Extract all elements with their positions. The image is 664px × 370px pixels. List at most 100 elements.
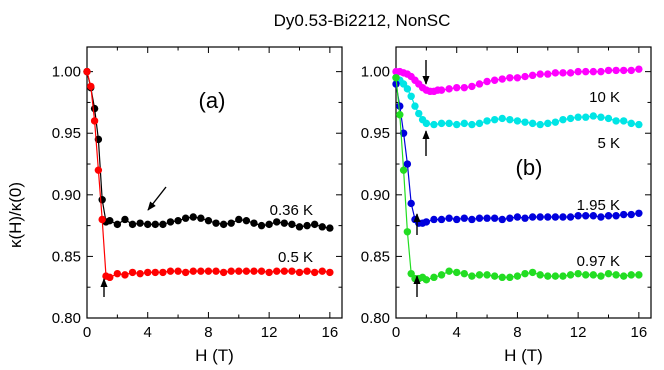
data-point bbox=[521, 118, 528, 125]
data-point bbox=[461, 84, 468, 91]
data-point bbox=[407, 200, 414, 207]
data-point bbox=[635, 271, 642, 278]
data-point bbox=[491, 215, 498, 222]
data-point bbox=[235, 216, 242, 223]
data-point bbox=[567, 271, 574, 278]
data-point bbox=[590, 112, 597, 119]
data-point bbox=[445, 215, 452, 222]
data-point bbox=[404, 160, 411, 167]
data-point bbox=[205, 217, 212, 224]
x-axis-title: H (T) bbox=[195, 346, 234, 365]
data-point bbox=[159, 221, 166, 228]
data-point bbox=[250, 219, 257, 226]
data-point bbox=[265, 269, 272, 276]
data-point bbox=[491, 77, 498, 84]
data-point bbox=[514, 213, 521, 220]
data-point bbox=[430, 121, 437, 128]
y-tick-label: 0.95 bbox=[52, 125, 81, 142]
data-point bbox=[114, 221, 121, 228]
data-point bbox=[536, 213, 543, 220]
data-point bbox=[499, 274, 506, 281]
annotation-arrow bbox=[148, 187, 166, 210]
series-label: 0.36 K bbox=[270, 202, 313, 219]
data-point bbox=[476, 80, 483, 87]
data-point bbox=[567, 213, 574, 220]
data-point bbox=[628, 211, 635, 218]
series-label: 0.5 K bbox=[278, 249, 313, 266]
data-point bbox=[144, 221, 151, 228]
series-label: 10 K bbox=[589, 89, 620, 106]
data-point bbox=[529, 120, 536, 127]
data-point bbox=[392, 74, 399, 81]
data-point bbox=[597, 213, 604, 220]
data-point bbox=[182, 269, 189, 276]
data-point bbox=[468, 121, 475, 128]
data-point bbox=[620, 211, 627, 218]
data-point bbox=[87, 83, 94, 90]
data-point bbox=[190, 267, 197, 274]
data-point bbox=[468, 272, 475, 279]
data-point bbox=[635, 210, 642, 217]
data-point bbox=[281, 219, 288, 226]
data-point bbox=[258, 267, 265, 274]
data-point bbox=[319, 267, 326, 274]
data-point bbox=[159, 269, 166, 276]
x-tick-label: 4 bbox=[144, 324, 152, 341]
data-point bbox=[197, 215, 204, 222]
data-point bbox=[243, 267, 250, 274]
data-point bbox=[411, 102, 418, 109]
data-point bbox=[461, 270, 468, 277]
data-point bbox=[536, 70, 543, 77]
x-tick-label: 0 bbox=[392, 324, 400, 341]
data-point bbox=[430, 216, 437, 223]
y-tick-label: 0.85 bbox=[52, 248, 81, 265]
series-label: 5 K bbox=[597, 135, 620, 152]
data-point bbox=[129, 269, 136, 276]
data-point bbox=[582, 114, 589, 121]
y-tick-label: 0.90 bbox=[361, 187, 390, 204]
data-point bbox=[483, 271, 490, 278]
data-point bbox=[628, 67, 635, 74]
data-point bbox=[114, 270, 121, 277]
x-axis-title: H (T) bbox=[504, 346, 543, 365]
data-point bbox=[296, 269, 303, 276]
data-point bbox=[521, 215, 528, 222]
data-point bbox=[129, 221, 136, 228]
data-point bbox=[220, 221, 227, 228]
panel-a: 0 4 8 12 16 0.80 0.85 0.90 0.95 1.00 H (T) (a) 0.36 … bbox=[52, 47, 342, 365]
data-point bbox=[258, 222, 265, 229]
y-tick-label: 0.85 bbox=[361, 248, 390, 265]
data-point bbox=[453, 269, 460, 276]
data-point bbox=[438, 271, 445, 278]
data-point bbox=[590, 68, 597, 75]
data-point bbox=[423, 120, 430, 127]
data-point bbox=[445, 85, 452, 92]
data-point bbox=[529, 213, 536, 220]
data-point bbox=[552, 118, 559, 125]
data-point bbox=[635, 65, 642, 72]
data-point bbox=[491, 116, 498, 123]
data-point bbox=[574, 114, 581, 121]
data-point bbox=[227, 219, 234, 226]
data-point bbox=[544, 120, 551, 127]
data-point bbox=[559, 272, 566, 279]
data-point bbox=[529, 72, 536, 79]
data-point bbox=[536, 121, 543, 128]
data-point bbox=[400, 166, 407, 173]
data-point bbox=[396, 111, 403, 118]
data-point bbox=[574, 68, 581, 75]
data-point bbox=[311, 221, 318, 228]
data-point bbox=[91, 105, 98, 112]
data-point bbox=[319, 223, 326, 230]
data-point bbox=[453, 216, 460, 223]
data-point bbox=[628, 120, 635, 127]
data-point bbox=[396, 102, 403, 109]
data-point bbox=[514, 272, 521, 279]
data-point bbox=[167, 267, 174, 274]
x-tick-label: 16 bbox=[322, 324, 339, 341]
data-point bbox=[235, 267, 242, 274]
x-tick-label: 12 bbox=[570, 324, 587, 341]
data-point bbox=[106, 274, 113, 281]
data-point bbox=[483, 215, 490, 222]
